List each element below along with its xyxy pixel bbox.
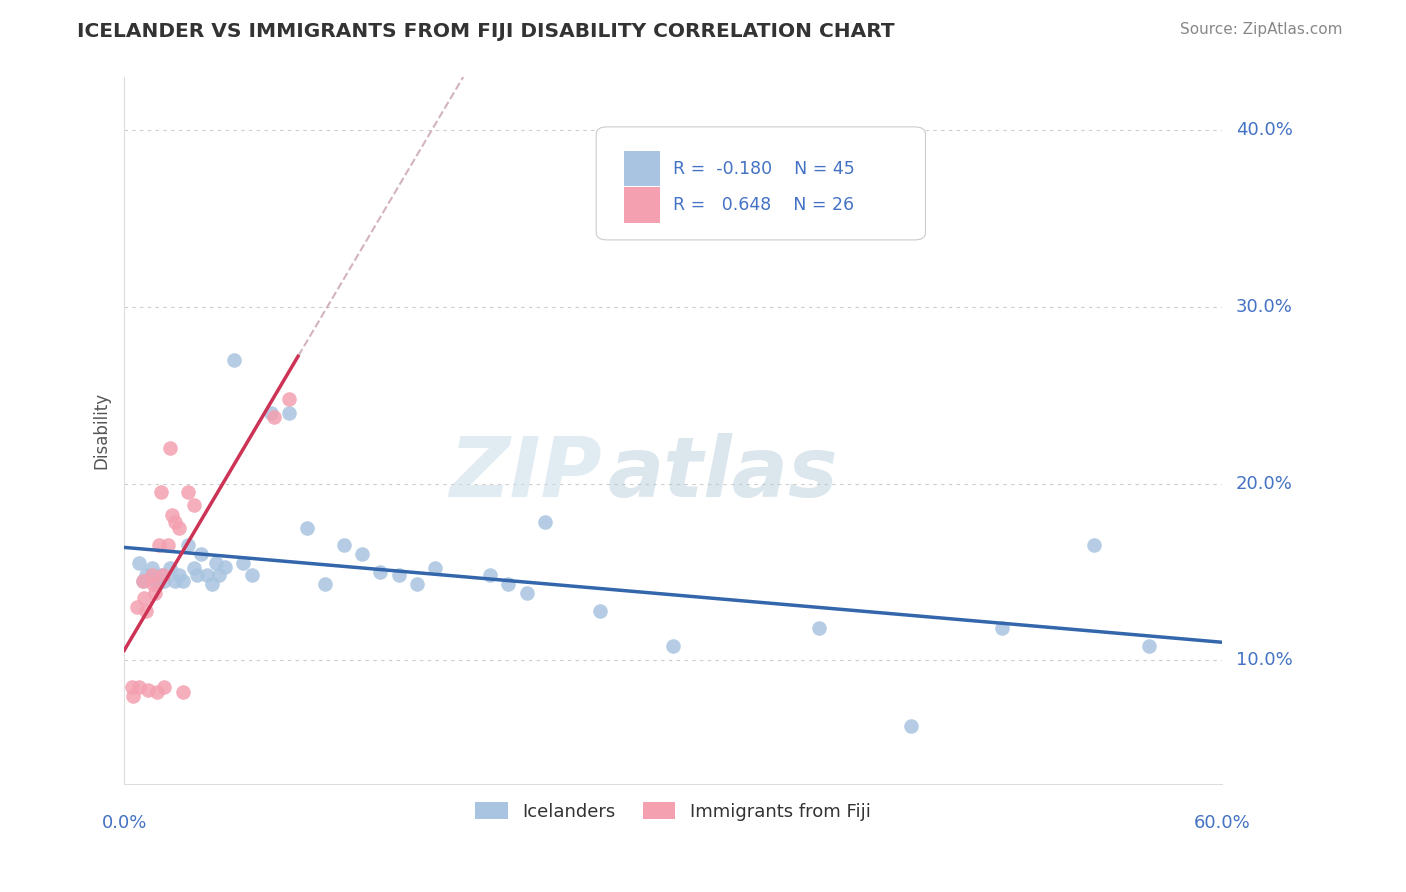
Point bbox=[165, 574, 187, 588]
Point bbox=[159, 561, 181, 575]
Point bbox=[1137, 639, 1160, 653]
Point bbox=[131, 574, 153, 588]
Point bbox=[240, 568, 263, 582]
Point bbox=[167, 521, 190, 535]
Point bbox=[177, 538, 200, 552]
Point bbox=[295, 521, 318, 535]
Point bbox=[157, 538, 180, 552]
Text: 30.0%: 30.0% bbox=[1236, 298, 1292, 316]
Point bbox=[172, 574, 194, 588]
Point bbox=[165, 516, 187, 530]
FancyBboxPatch shape bbox=[596, 127, 925, 240]
Point bbox=[425, 561, 447, 575]
FancyBboxPatch shape bbox=[624, 187, 659, 223]
Point bbox=[146, 685, 169, 699]
Point bbox=[149, 568, 172, 582]
Point bbox=[516, 586, 538, 600]
Point bbox=[135, 568, 157, 582]
Point bbox=[808, 622, 831, 636]
Point bbox=[991, 622, 1014, 636]
Point bbox=[160, 508, 183, 523]
Point bbox=[153, 574, 176, 588]
Point bbox=[172, 685, 194, 699]
Text: atlas: atlas bbox=[607, 433, 838, 514]
Point bbox=[143, 586, 166, 600]
Point bbox=[232, 556, 254, 570]
Point bbox=[131, 574, 153, 588]
Point bbox=[222, 353, 245, 368]
Point bbox=[141, 568, 163, 582]
FancyBboxPatch shape bbox=[624, 151, 659, 186]
Point bbox=[370, 565, 392, 579]
Point bbox=[186, 568, 208, 582]
Point bbox=[662, 639, 685, 653]
Text: 60.0%: 60.0% bbox=[1194, 814, 1250, 832]
Point bbox=[1083, 538, 1105, 552]
Point bbox=[142, 572, 165, 586]
Text: 40.0%: 40.0% bbox=[1236, 121, 1292, 139]
Point bbox=[406, 577, 429, 591]
Point bbox=[277, 392, 299, 406]
Y-axis label: Disability: Disability bbox=[93, 392, 110, 469]
Point bbox=[208, 568, 231, 582]
Point bbox=[498, 577, 520, 591]
Point bbox=[125, 600, 148, 615]
Point bbox=[122, 689, 145, 703]
Point bbox=[190, 547, 212, 561]
Point bbox=[149, 485, 172, 500]
Point bbox=[314, 577, 336, 591]
Point bbox=[148, 538, 170, 552]
Point bbox=[388, 568, 411, 582]
Text: Source: ZipAtlas.com: Source: ZipAtlas.com bbox=[1180, 22, 1343, 37]
Point bbox=[146, 577, 169, 591]
Point bbox=[153, 680, 176, 694]
Point bbox=[332, 538, 354, 552]
Text: ZIP: ZIP bbox=[449, 433, 602, 514]
Point bbox=[121, 680, 143, 694]
Point bbox=[589, 604, 612, 618]
Point bbox=[135, 604, 157, 618]
Text: 0.0%: 0.0% bbox=[101, 814, 146, 832]
Point bbox=[141, 561, 163, 575]
Text: 20.0%: 20.0% bbox=[1236, 475, 1292, 492]
Point bbox=[134, 591, 156, 606]
Point bbox=[152, 568, 174, 582]
Point bbox=[142, 577, 165, 591]
Point bbox=[479, 568, 502, 582]
Point bbox=[183, 498, 205, 512]
Text: R =  -0.180    N = 45: R = -0.180 N = 45 bbox=[673, 160, 855, 178]
Point bbox=[263, 409, 285, 424]
Point bbox=[159, 442, 181, 456]
Point bbox=[277, 406, 299, 420]
Point bbox=[195, 568, 218, 582]
Text: ICELANDER VS IMMIGRANTS FROM FIJI DISABILITY CORRELATION CHART: ICELANDER VS IMMIGRANTS FROM FIJI DISABI… bbox=[77, 22, 896, 41]
Text: R =   0.648    N = 26: R = 0.648 N = 26 bbox=[673, 196, 853, 214]
Point bbox=[534, 516, 557, 530]
Point bbox=[259, 406, 281, 420]
Point bbox=[128, 680, 150, 694]
Point bbox=[204, 556, 226, 570]
Point bbox=[201, 577, 224, 591]
Point bbox=[183, 561, 205, 575]
Point bbox=[900, 718, 922, 732]
Legend: Icelanders, Immigrants from Fiji: Icelanders, Immigrants from Fiji bbox=[468, 795, 877, 828]
Point bbox=[136, 683, 159, 698]
Point bbox=[128, 556, 150, 570]
Point bbox=[214, 559, 236, 574]
Point bbox=[177, 485, 200, 500]
Point bbox=[350, 547, 373, 561]
Text: 10.0%: 10.0% bbox=[1236, 651, 1292, 669]
Point bbox=[167, 568, 190, 582]
